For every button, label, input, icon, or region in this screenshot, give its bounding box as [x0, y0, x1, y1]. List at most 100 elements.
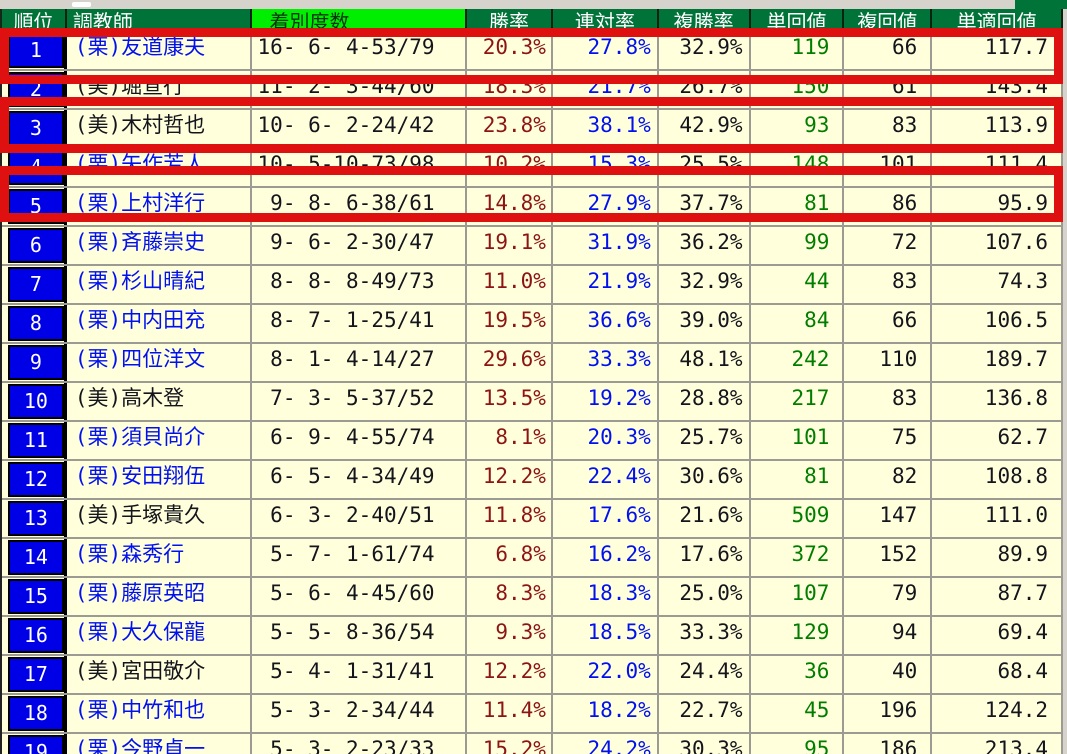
col-header-quinella-rate[interactable]: 連対率	[553, 9, 659, 32]
trainer-name: (栗)須貝尚介	[67, 422, 252, 459]
col-header-rank[interactable]: 順位	[2, 9, 67, 32]
trainer-stats-table: 順位 調教師 着別度数 勝率 連対率 複勝率 単回値 複回値 単適回値 1 (栗…	[0, 9, 1064, 754]
table-row[interactable]: 15 (栗)藤原英昭 5- 6- 4-45/60 8.3% 18.3% 25.0…	[2, 578, 1064, 617]
win-return: 36	[751, 656, 845, 693]
scrollbar-thumb-icon[interactable]	[72, 2, 91, 7]
show-rate: 21.6%	[659, 500, 751, 537]
trainer-name: (栗)上村洋行	[67, 188, 252, 225]
win-rate: 10.2%	[467, 149, 553, 186]
table-row[interactable]: 12 (栗)安田翔伍 6- 5- 4-34/49 12.2% 22.4% 30.…	[2, 461, 1064, 500]
rank-badge: 10	[8, 384, 64, 419]
win-rate: 11.4%	[467, 695, 553, 732]
finish-record: 8- 1- 4-14/27	[252, 344, 468, 381]
table-row[interactable]: 11 (栗)須貝尚介 6- 9- 4-55/74 8.1% 20.3% 25.7…	[2, 422, 1064, 461]
quinella-rate: 24.2%	[553, 734, 659, 754]
rank-cell: 4	[2, 149, 67, 186]
win-return: 44	[751, 266, 845, 303]
finish-record: 9- 6- 2-30/47	[252, 227, 468, 264]
win-return: 150	[751, 71, 845, 108]
trainer-name: (栗)森秀行	[67, 539, 252, 576]
col-header-record[interactable]: 着別度数	[251, 9, 468, 32]
quinella-rate: 33.3%	[553, 344, 659, 381]
rank-badge: 2	[8, 72, 64, 107]
win-fit-return: 213.4	[932, 734, 1064, 754]
rank-cell: 13	[2, 500, 67, 537]
table-row[interactable]: 5 (栗)上村洋行 9- 8- 6-38/61 14.8% 27.9% 37.7…	[2, 188, 1064, 227]
table-row[interactable]: 2 (美)堀宣行 11- 2- 3-44/60 18.3% 21.7% 26.7…	[2, 71, 1064, 110]
finish-record: 6- 9- 4-55/74	[252, 422, 468, 459]
place-return: 66	[844, 32, 933, 69]
place-return: 147	[844, 500, 933, 537]
win-fit-return: 74.3	[932, 266, 1064, 303]
show-rate: 26.7%	[659, 71, 751, 108]
quinella-rate: 18.2%	[553, 695, 659, 732]
quinella-rate: 27.9%	[553, 188, 659, 225]
finish-record: 6- 3- 2-40/51	[252, 500, 468, 537]
header-corner-block	[1015, 0, 1067, 9]
show-rate: 33.3%	[659, 617, 751, 654]
rank-badge: 14	[8, 540, 64, 575]
rank-badge: 3	[8, 111, 64, 146]
show-rate: 36.2%	[659, 227, 751, 264]
col-header-show-rate[interactable]: 複勝率	[659, 9, 751, 32]
rank-badge: 16	[8, 618, 64, 653]
win-fit-return: 111.0	[932, 500, 1064, 537]
table-row[interactable]: 3 (美)木村哲也 10- 6- 2-24/42 23.8% 38.1% 42.…	[2, 110, 1064, 149]
trainer-name: (栗)四位洋文	[67, 344, 252, 381]
finish-record: 8- 7- 1-25/41	[252, 305, 468, 342]
table-row[interactable]: 9 (栗)四位洋文 8- 1- 4-14/27 29.6% 33.3% 48.1…	[2, 344, 1064, 383]
col-header-trainer[interactable]: 調教師	[67, 9, 252, 32]
finish-record: 5- 3- 2-23/33	[252, 734, 468, 754]
show-rate: 28.8%	[659, 383, 751, 420]
win-return: 148	[751, 149, 845, 186]
win-rate: 12.2%	[467, 461, 553, 498]
finish-record: 5- 5- 8-36/54	[252, 617, 468, 654]
trainer-name: (栗)中内田充	[67, 305, 252, 342]
show-rate: 42.9%	[659, 110, 751, 147]
win-fit-return: 189.7	[932, 344, 1064, 381]
place-return: 196	[844, 695, 933, 732]
quinella-rate: 18.5%	[553, 617, 659, 654]
table-row[interactable]: 4 (栗)矢作芳人 10- 5-10-73/98 10.2% 15.3% 25.…	[2, 149, 1064, 188]
rank-badge: 11	[8, 423, 64, 458]
trainer-name: (栗)中竹和也	[67, 695, 252, 732]
table-row[interactable]: 6 (栗)斉藤崇史 9- 6- 2-30/47 19.1% 31.9% 36.2…	[2, 227, 1064, 266]
table-row[interactable]: 19 (栗)今野貞一 5- 3- 2-23/33 15.2% 24.2% 30.…	[2, 734, 1064, 754]
rank-cell: 16	[2, 617, 67, 654]
table-row[interactable]: 13 (美)手塚貴久 6- 3- 2-40/51 11.8% 17.6% 21.…	[2, 500, 1064, 539]
quinella-rate: 27.8%	[553, 32, 659, 69]
place-return: 66	[844, 305, 933, 342]
table-row[interactable]: 8 (栗)中内田充 8- 7- 1-25/41 19.5% 36.6% 39.0…	[2, 305, 1064, 344]
rank-cell: 9	[2, 344, 67, 381]
rank-badge: 4	[8, 150, 64, 185]
table-row[interactable]: 7 (栗)杉山晴紀 8- 8- 8-49/73 11.0% 21.9% 32.9…	[2, 266, 1064, 305]
col-header-place-return[interactable]: 複回値	[844, 9, 933, 32]
trainer-name: (美)手塚貴久	[67, 500, 252, 537]
place-return: 61	[844, 71, 933, 108]
trainer-name: (栗)藤原英昭	[67, 578, 252, 615]
finish-record: 5- 4- 1-31/41	[252, 656, 468, 693]
table-row[interactable]: 16 (栗)大久保龍 5- 5- 8-36/54 9.3% 18.5% 33.3…	[2, 617, 1064, 656]
rank-badge: 6	[8, 228, 64, 263]
table-row[interactable]: 10 (美)高木登 7- 3- 5-37/52 13.5% 19.2% 28.8…	[2, 383, 1064, 422]
trainer-name: (栗)矢作芳人	[67, 149, 252, 186]
table-row[interactable]: 1 (栗)友道康夫 16- 6- 4-53/79 20.3% 27.8% 32.…	[2, 32, 1064, 71]
place-return: 82	[844, 461, 933, 498]
col-header-win-return[interactable]: 単回値	[751, 9, 845, 32]
quinella-rate: 21.9%	[553, 266, 659, 303]
col-header-win-fit-return[interactable]: 単適回値	[932, 9, 1063, 32]
rank-cell: 19	[2, 734, 67, 754]
table-row[interactable]: 17 (美)宮田敬介 5- 4- 1-31/41 12.2% 22.0% 24.…	[2, 656, 1064, 695]
win-return: 509	[751, 500, 845, 537]
finish-record: 5- 7- 1-61/74	[252, 539, 468, 576]
trainer-name: (栗)杉山晴紀	[67, 266, 252, 303]
show-rate: 22.7%	[659, 695, 751, 732]
col-header-win-rate[interactable]: 勝率	[467, 9, 553, 32]
show-rate: 30.3%	[659, 734, 751, 754]
win-rate: 11.0%	[467, 266, 553, 303]
table-row[interactable]: 18 (栗)中竹和也 5- 3- 2-34/44 11.4% 18.2% 22.…	[2, 695, 1064, 734]
horizontal-scrollbar[interactable]	[0, 0, 1067, 9]
table-row[interactable]: 14 (栗)森秀行 5- 7- 1-61/74 6.8% 16.2% 17.6%…	[2, 539, 1064, 578]
finish-record: 7- 3- 5-37/52	[252, 383, 468, 420]
rank-cell: 3	[2, 110, 67, 147]
